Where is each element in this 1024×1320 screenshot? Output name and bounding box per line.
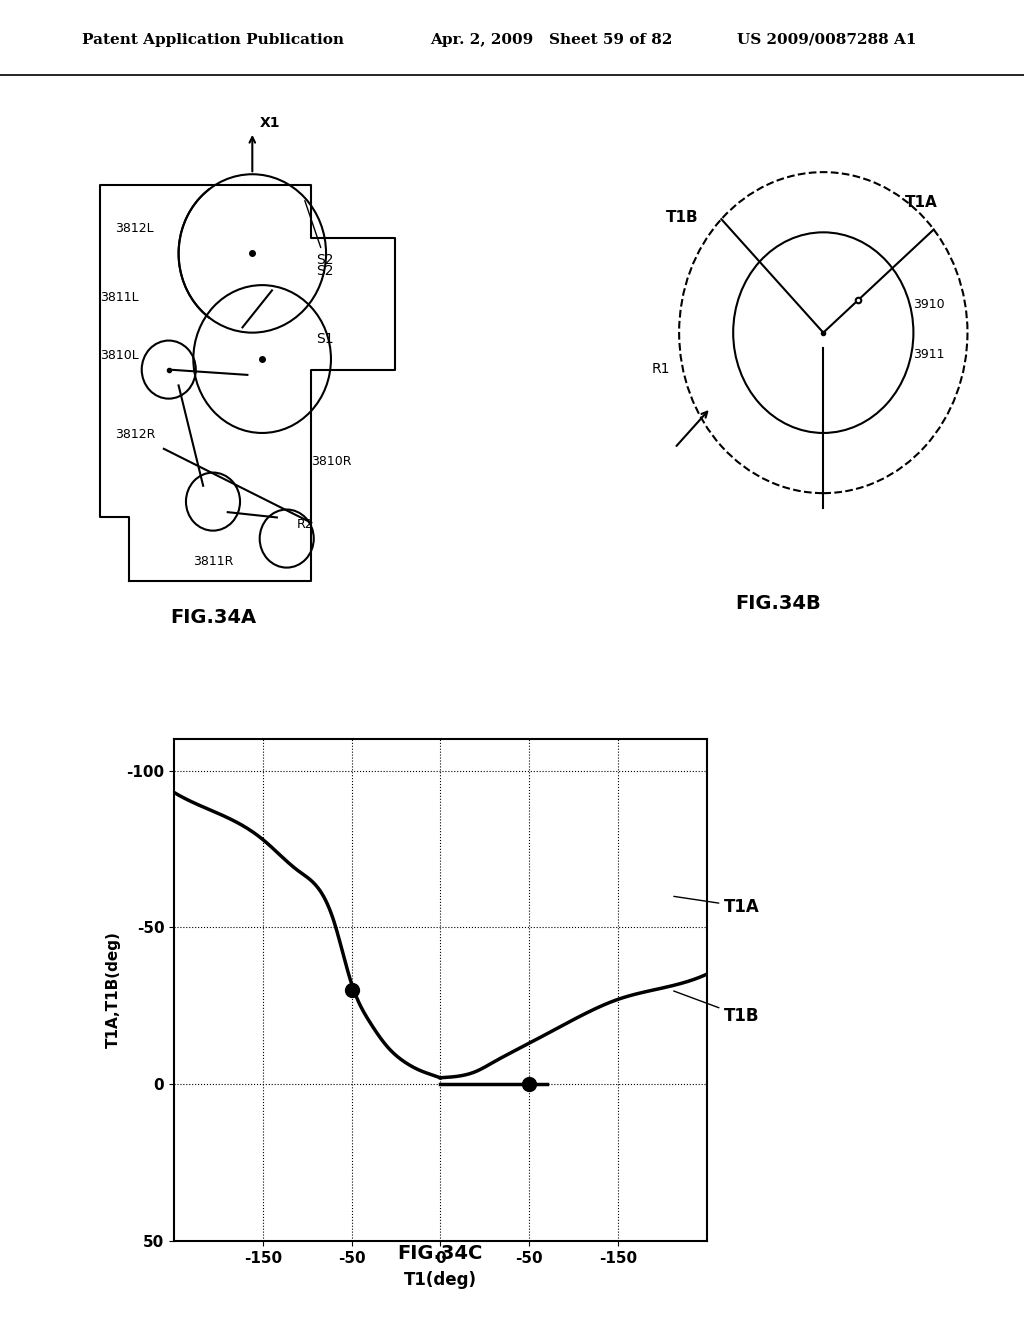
Text: FIG.34C: FIG.34C bbox=[397, 1245, 483, 1263]
Text: T1B: T1B bbox=[674, 991, 760, 1026]
Text: R1: R1 bbox=[652, 362, 671, 376]
Text: 3810L: 3810L bbox=[100, 348, 138, 362]
Text: 3811L: 3811L bbox=[100, 290, 138, 304]
Text: X1: X1 bbox=[260, 116, 281, 129]
Text: US 2009/0087288 A1: US 2009/0087288 A1 bbox=[737, 33, 916, 46]
Text: FIG.34A: FIG.34A bbox=[170, 609, 256, 627]
Text: Apr. 2, 2009   Sheet 59 of 82: Apr. 2, 2009 Sheet 59 of 82 bbox=[430, 33, 673, 46]
Text: S2: S2 bbox=[305, 201, 334, 267]
Text: 3810R: 3810R bbox=[311, 454, 352, 467]
Text: Patent Application Publication: Patent Application Publication bbox=[82, 33, 344, 46]
Text: 3811R: 3811R bbox=[193, 554, 233, 568]
X-axis label: T1(deg): T1(deg) bbox=[403, 1271, 477, 1290]
Text: T1A: T1A bbox=[674, 896, 760, 916]
Text: FIG.34B: FIG.34B bbox=[735, 594, 821, 612]
Text: 3812L: 3812L bbox=[115, 222, 154, 235]
Text: R2: R2 bbox=[297, 517, 313, 531]
Text: 3911: 3911 bbox=[913, 347, 945, 360]
Text: 3910: 3910 bbox=[913, 297, 945, 310]
Text: T1B: T1B bbox=[666, 210, 698, 226]
Text: S1: S1 bbox=[316, 333, 334, 346]
Y-axis label: T1A,T1B(deg): T1A,T1B(deg) bbox=[105, 932, 121, 1048]
Text: S2: S2 bbox=[316, 264, 334, 277]
Text: T1A: T1A bbox=[904, 195, 937, 210]
Text: 3812R: 3812R bbox=[115, 428, 155, 441]
